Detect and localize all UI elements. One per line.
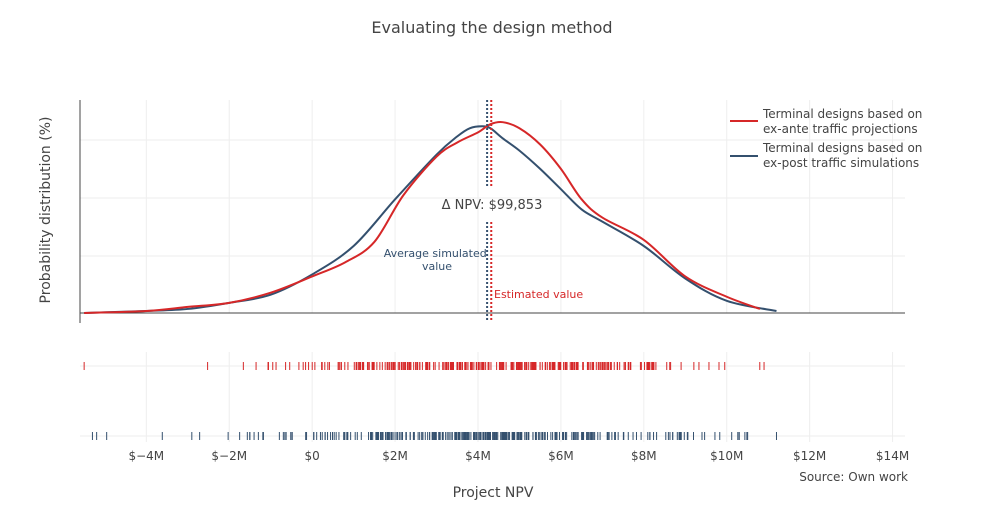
legend-ex-post-line2: ex-post traffic simulations: [763, 156, 919, 170]
legend-label-ex-post[interactable]: Terminal designs based on ex-post traffi…: [762, 141, 926, 170]
gridlines-main: [80, 100, 905, 313]
x-tick-label-0: $−4M: [128, 449, 164, 463]
x-tick-label-7: $10M: [710, 449, 743, 463]
x-tick-label-9: $14M: [876, 449, 909, 463]
average-simulated-label-line1: Average simulated: [384, 247, 487, 260]
x-tick-label-3: $2M: [382, 449, 408, 463]
y-axis-label: Probability distribution (%): [38, 117, 54, 304]
legend: Terminal designs based on ex-ante traffi…: [730, 107, 926, 170]
reference-lines: [486, 100, 493, 320]
x-tick-label-2: $0: [305, 449, 320, 463]
gridlines-rug: [80, 352, 905, 442]
x-axis-ticks: $−4M $−2M $0 $2M $4M $6M $8M $10M $12M $14M: [128, 449, 909, 463]
legend-label-ex-ante[interactable]: Terminal designs based on ex-ante traffi…: [762, 107, 926, 136]
x-tick-label-6: $8M: [631, 449, 657, 463]
legend-ex-ante-line2: ex-ante traffic projections: [763, 122, 918, 136]
source-note: Source: Own work: [799, 470, 908, 484]
rug-ex-post: [91, 432, 777, 440]
rug-ex-ante: [83, 362, 765, 370]
chart-title: Evaluating the design method: [371, 18, 612, 37]
delta-npv-label: Δ NPV: $99,853: [442, 198, 543, 213]
curve-ex-post[interactable]: [84, 125, 777, 314]
x-tick-label-8: $12M: [793, 449, 826, 463]
average-simulated-label: Average simulated value: [384, 247, 491, 273]
density-curves: [84, 120, 777, 314]
legend-ex-post-line1: Terminal designs based on: [762, 141, 922, 155]
curve-ex-ante[interactable]: [84, 120, 761, 314]
estimated-value-label: Estimated value: [494, 288, 583, 301]
average-simulated-label-line2: value: [422, 260, 452, 273]
x-axis-label: Project NPV: [453, 485, 534, 501]
x-tick-label-4: $4M: [465, 449, 491, 463]
x-tick-label-1: $−2M: [211, 449, 247, 463]
legend-ex-ante-line1: Terminal designs based on: [762, 107, 922, 121]
x-tick-label-5: $6M: [548, 449, 574, 463]
